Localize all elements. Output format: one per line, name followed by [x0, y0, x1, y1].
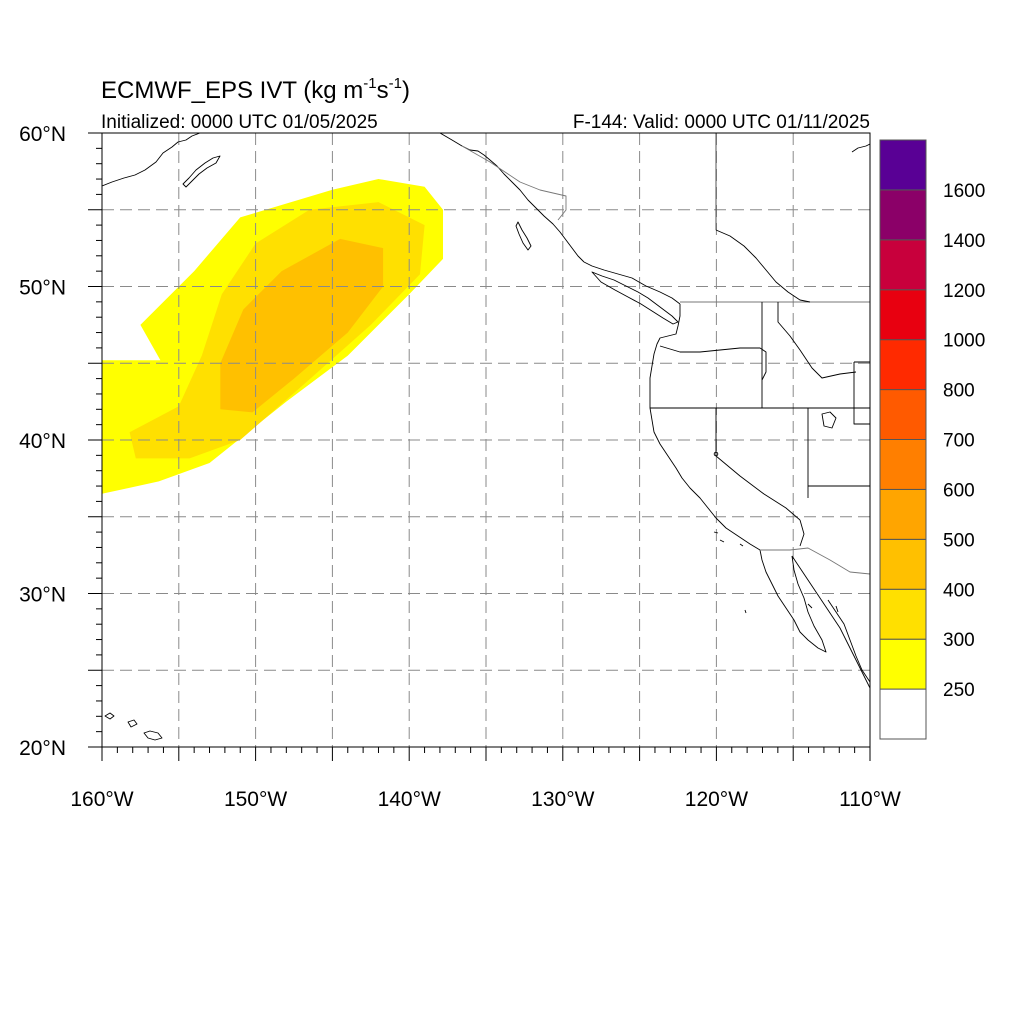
- latitude-label: 30°N: [19, 584, 66, 607]
- title-mid-text: s: [377, 77, 389, 104]
- colorbar-swatch: [879, 439, 927, 490]
- colorbar-swatch: [879, 488, 927, 540]
- montana-idaho-border: [777, 302, 857, 379]
- latitude-label: 40°N: [19, 430, 66, 453]
- colorbar-label: 700: [943, 431, 975, 452]
- colorbar-swatch: [879, 139, 927, 191]
- southeast-alaska-coast: [439, 133, 585, 263]
- kodiak-island-coast: [182, 155, 221, 188]
- colorbar-swatch: [879, 638, 927, 690]
- latitude-label: 50°N: [19, 277, 66, 300]
- longitude-label: 120°W: [685, 788, 748, 811]
- colorbar-swatch: [879, 239, 927, 291]
- map-content: [102, 133, 870, 747]
- arizona-california-border: [799, 519, 805, 547]
- us-west-coast: [649, 304, 761, 551]
- longitude-label: 130°W: [531, 788, 594, 811]
- colorbar-label: 1400: [943, 231, 985, 252]
- ivt-colorbar: 250 300 400 500 600 700 800 1000 1200 1400 1600: [879, 139, 985, 740]
- haida-gwaii-coast: [515, 221, 532, 251]
- title-end-text: ): [402, 77, 410, 104]
- longitude-label: 150°W: [224, 788, 287, 811]
- colorbar-swatch: [879, 389, 927, 441]
- figure-title: ECMWF_EPS IVT (kg m-1s-1): [101, 75, 410, 104]
- hudson-coast-fragment: [851, 143, 870, 153]
- longitude-label: 110°W: [839, 788, 901, 811]
- alaska-peninsula-coast: [102, 133, 201, 187]
- geographic-outlines: [102, 133, 870, 741]
- colorbar-label: 1200: [943, 281, 985, 302]
- colorbar-label: 1000: [943, 331, 985, 352]
- great-salt-lake: [821, 411, 837, 429]
- colorbar-swatch: [879, 289, 927, 341]
- us-mexico-border: [760, 547, 870, 575]
- colorbar-label: 400: [943, 580, 975, 601]
- latitude-label: 60°N: [19, 123, 66, 146]
- gulf-islands: [744, 603, 839, 614]
- colorbar-swatch: [879, 688, 927, 740]
- mexico-lower-coast: [827, 599, 870, 683]
- lake-tahoe: [713, 451, 719, 457]
- colorbar-label: 600: [943, 480, 975, 501]
- hawaii-oahu: [127, 719, 138, 728]
- ivt-contour-400: [220, 238, 384, 413]
- colorbar-swatch: [879, 538, 927, 590]
- colorbar-swatch: [879, 189, 927, 241]
- colorbar-label: 1600: [943, 181, 985, 202]
- colorbar-label: 300: [943, 630, 975, 651]
- colorbar-label: 250: [943, 680, 975, 701]
- title-superscript-1: -1: [363, 75, 376, 92]
- mexico-mainland-coast: [791, 555, 870, 689]
- title-superscript-2: -1: [389, 75, 402, 92]
- bc-alberta-border: [715, 229, 811, 303]
- california-nevada-border: [715, 408, 801, 521]
- longitude-label: 140°W: [378, 788, 441, 811]
- valid-time-label: F-144: Valid: 0000 UTC 01/11/2025: [573, 112, 870, 133]
- title-main-text: ECMWF_EPS IVT (kg m: [101, 77, 363, 104]
- map-gridlines: [102, 133, 870, 747]
- hawaii-maui: [143, 730, 163, 741]
- channel-islands: [713, 531, 744, 547]
- longitude-label: 160°W: [70, 788, 133, 811]
- latitude-label: 20°N: [19, 737, 66, 760]
- colorbar-label: 500: [943, 530, 975, 551]
- bc-alaska-border: [461, 145, 567, 221]
- ivt-plume: [102, 179, 443, 494]
- colorbar-swatch: [879, 339, 927, 391]
- map-ticks: [88, 132, 871, 761]
- washington-oregon-border: [659, 345, 767, 381]
- colorbar-label: 800: [943, 381, 975, 402]
- latitude-labels: 20°N 30°N 40°N 50°N 60°N: [19, 123, 66, 760]
- colorbar-swatch: [879, 588, 927, 640]
- wyoming-border: [853, 361, 870, 425]
- hawaii-kauai: [104, 712, 115, 720]
- baja-california-coast: [759, 549, 827, 653]
- longitude-labels: 160°W 150°W 140°W 130°W 120°W 110°W: [70, 788, 901, 811]
- vancouver-island-coast: [591, 271, 679, 325]
- bc-mainland-coast: [583, 261, 681, 305]
- init-time-label: Initialized: 0000 UTC 01/05/2025: [101, 112, 378, 133]
